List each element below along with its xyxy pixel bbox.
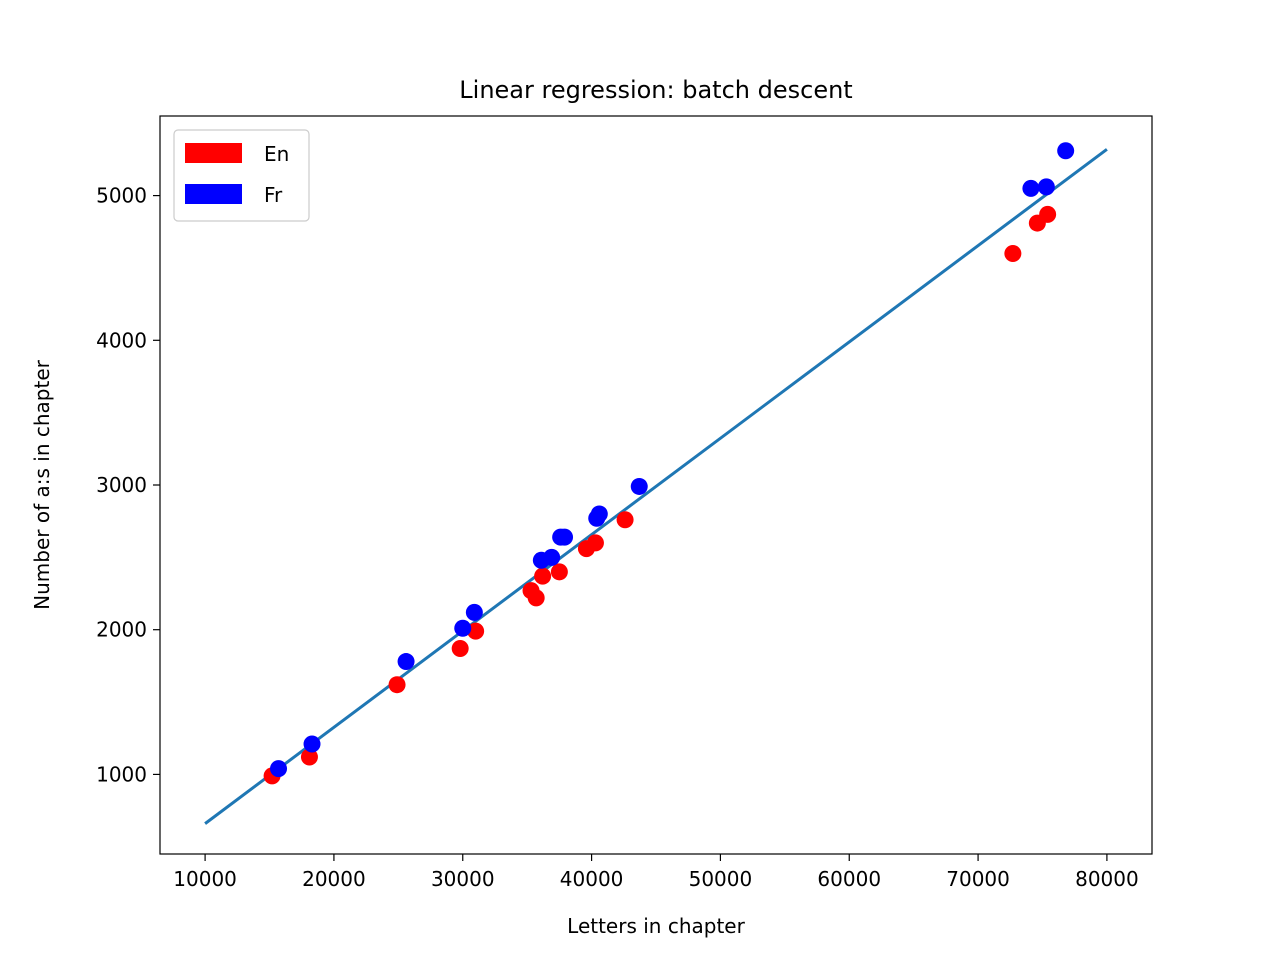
legend-label-fr: Fr — [264, 183, 283, 207]
x-tick-label: 20000 — [302, 867, 366, 891]
point-en — [527, 589, 545, 607]
point-fr — [1022, 179, 1040, 197]
point-fr — [630, 477, 648, 495]
x-tick-label: 80000 — [1075, 867, 1139, 891]
chart-title: Linear regression: batch descent — [459, 76, 852, 104]
x-axis-ticks: 10000 20000 30000 40000 50000 60000 70000 80000 — [173, 854, 1139, 891]
x-tick-label: 40000 — [560, 867, 624, 891]
point-en — [586, 534, 604, 552]
point-fr — [454, 619, 472, 637]
point-en — [550, 563, 568, 581]
point-en — [388, 676, 406, 694]
x-tick-label: 70000 — [946, 867, 1010, 891]
y-tick-label: 1000 — [96, 762, 147, 786]
plot-frame — [159, 115, 1153, 855]
legend-swatch-en — [185, 143, 242, 163]
y-tick-label: 4000 — [96, 328, 147, 352]
legend: En Fr — [173, 129, 310, 222]
x-tick-label: 50000 — [689, 867, 753, 891]
y-tick-label: 5000 — [96, 184, 147, 208]
point-en — [616, 511, 634, 529]
point-en — [467, 622, 485, 640]
point-fr — [465, 603, 483, 621]
point-fr — [303, 735, 321, 753]
point-en — [451, 640, 469, 658]
x-axis-label: Letters in chapter — [567, 914, 745, 938]
point-en — [534, 567, 552, 585]
point-fr — [270, 760, 288, 778]
legend-label-en: En — [264, 142, 289, 166]
point-fr — [1057, 142, 1075, 160]
point-en — [300, 748, 318, 766]
regression-fit-line — [204, 148, 1108, 825]
point-fr — [556, 528, 574, 546]
point-en — [1004, 244, 1022, 262]
data-points — [263, 142, 1075, 785]
y-axis-label: Number of a:s in chapter — [30, 359, 54, 609]
x-tick-label: 60000 — [817, 867, 881, 891]
point-en — [1039, 205, 1057, 223]
point-fr — [1037, 178, 1055, 196]
point-fr — [543, 548, 561, 566]
y-axis-ticks: 1000 2000 3000 4000 5000 — [96, 184, 160, 786]
y-tick-label: 3000 — [96, 473, 147, 497]
y-tick-label: 2000 — [96, 618, 147, 642]
x-tick-label: 30000 — [431, 867, 495, 891]
legend-swatch-fr — [185, 184, 242, 204]
fit-line — [204, 148, 1108, 825]
point-fr — [397, 653, 415, 671]
point-fr — [590, 505, 608, 523]
x-tick-label: 10000 — [173, 867, 237, 891]
